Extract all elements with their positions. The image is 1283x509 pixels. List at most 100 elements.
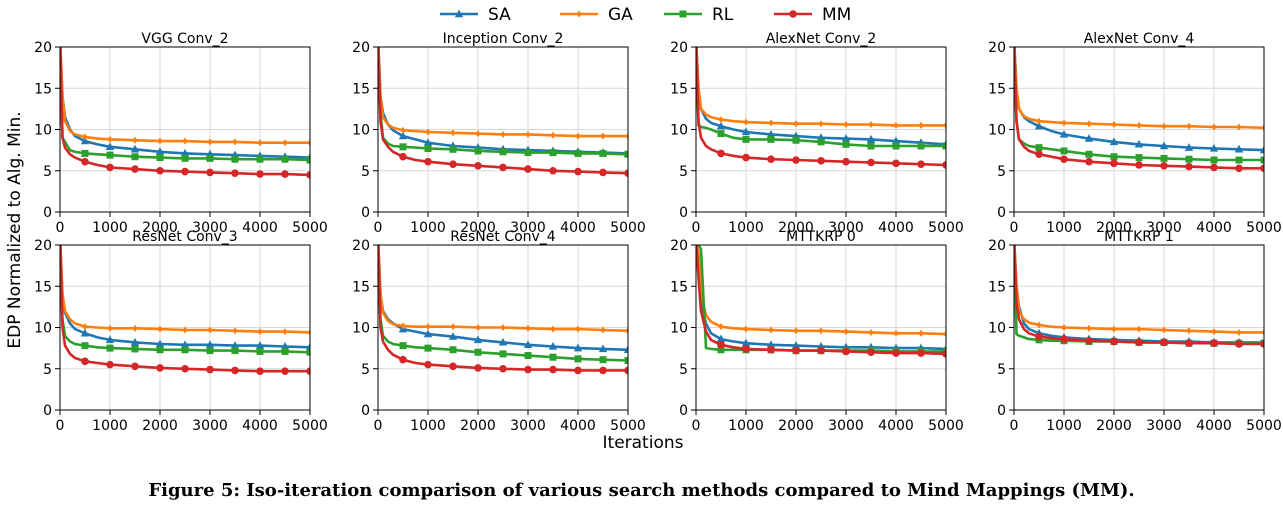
y-axis-label: EDP Normalized to Alg. Min. — [5, 111, 25, 348]
x-tick-label: 0 — [692, 220, 701, 236]
point-ga — [1061, 119, 1067, 127]
point-ga — [1161, 122, 1167, 130]
point-sa — [205, 340, 215, 349]
point-sa — [1234, 144, 1244, 153]
point-rl — [131, 345, 139, 353]
panel-title: AlexNet Conv_4 — [1084, 31, 1195, 47]
point-sa — [841, 134, 851, 142]
point-mm — [1060, 155, 1068, 163]
point-rl — [1210, 156, 1218, 164]
point-ga — [843, 328, 849, 336]
point-ga — [182, 137, 188, 145]
point-sa — [1134, 139, 1144, 148]
x-tick-label: 4000 — [878, 418, 914, 434]
x-tick-label: 3000 — [192, 418, 228, 434]
y-tick-label: 10 — [670, 321, 688, 337]
point-ga — [843, 121, 849, 129]
series-ga — [696, 47, 946, 129]
point-sa — [1034, 121, 1044, 130]
point-mm — [1260, 164, 1264, 173]
point-ga — [232, 327, 238, 335]
point-mm — [1210, 163, 1218, 172]
point-rl — [206, 154, 214, 162]
point-rl — [1235, 156, 1243, 164]
series-ga — [1014, 47, 1264, 132]
line-mm — [1014, 245, 1264, 346]
legend-label-sa: SA — [488, 5, 511, 25]
point-ga — [82, 133, 88, 141]
x-tick-label: 5000 — [928, 220, 964, 236]
point-rl — [156, 346, 164, 354]
point-rl — [156, 154, 164, 162]
y-tick-label: 0 — [361, 403, 370, 419]
point-mm — [181, 167, 189, 176]
point-sa — [573, 343, 583, 352]
point-mm — [817, 157, 825, 165]
y-tick-label: 5 — [43, 164, 52, 180]
legend-item-ga: GA — [560, 5, 633, 25]
point-mm — [256, 170, 264, 178]
point-mm — [917, 349, 925, 357]
point-mm — [792, 346, 800, 355]
point-sa — [1209, 143, 1219, 152]
point-mm — [231, 169, 239, 178]
point-mm — [549, 166, 557, 175]
legend-item-rl: RL — [664, 5, 734, 25]
line-rl — [378, 47, 628, 156]
point-ga — [793, 327, 799, 335]
point-rl — [399, 143, 407, 151]
point-rl — [917, 142, 925, 150]
point-mm — [1185, 162, 1193, 171]
line-mm — [378, 245, 628, 372]
legend-label-mm: MM — [822, 5, 851, 25]
point-ga — [450, 323, 456, 331]
point-rl — [717, 130, 725, 138]
line-ga — [1014, 47, 1264, 130]
line-ga — [696, 245, 946, 336]
x-tick-label: 0 — [1010, 220, 1019, 236]
point-mm — [1135, 161, 1143, 169]
point-sa — [180, 340, 190, 349]
point-sa — [1059, 129, 1069, 138]
panel-title: AlexNet Conv_2 — [766, 31, 877, 47]
point-ga — [1136, 121, 1142, 129]
y-tick-label: 0 — [679, 403, 688, 419]
point-rl — [1135, 154, 1143, 162]
point-mm — [767, 155, 775, 163]
point-mm — [424, 360, 432, 369]
x-tick-label: 2000 — [142, 220, 178, 236]
point-sa — [766, 129, 776, 138]
point-mm — [474, 364, 482, 372]
series-sa — [696, 245, 946, 353]
point-ga — [525, 324, 531, 332]
point-mm — [599, 168, 607, 177]
point-rl — [231, 155, 239, 163]
point-mm — [231, 366, 239, 375]
point-mm — [624, 169, 628, 178]
point-ga — [1261, 124, 1264, 132]
point-rl — [892, 142, 900, 150]
point-ga — [1236, 123, 1242, 131]
legend-marker-rl — [679, 10, 687, 18]
point-ga — [257, 328, 263, 336]
point-rl — [106, 344, 114, 352]
legend-label-ga: GA — [608, 5, 633, 25]
y-tick-label: 5 — [679, 362, 688, 378]
point-sa — [866, 134, 876, 143]
point-ga — [943, 330, 946, 338]
point-sa — [716, 334, 726, 343]
y-tick-label: 20 — [988, 40, 1006, 56]
x-tick-label: 1000 — [410, 220, 446, 236]
point-mm — [549, 365, 557, 374]
y-tick-label: 20 — [352, 238, 370, 254]
point-rl — [424, 144, 432, 152]
series-rl — [696, 47, 946, 150]
panel-title: MTTKRP 0 — [786, 229, 856, 245]
line-ga — [378, 245, 628, 333]
point-sa — [130, 144, 140, 153]
point-ga — [893, 329, 899, 337]
y-tick-label: 0 — [679, 205, 688, 221]
line-ga — [60, 47, 310, 144]
point-sa — [498, 337, 508, 346]
point-ga — [743, 325, 749, 333]
